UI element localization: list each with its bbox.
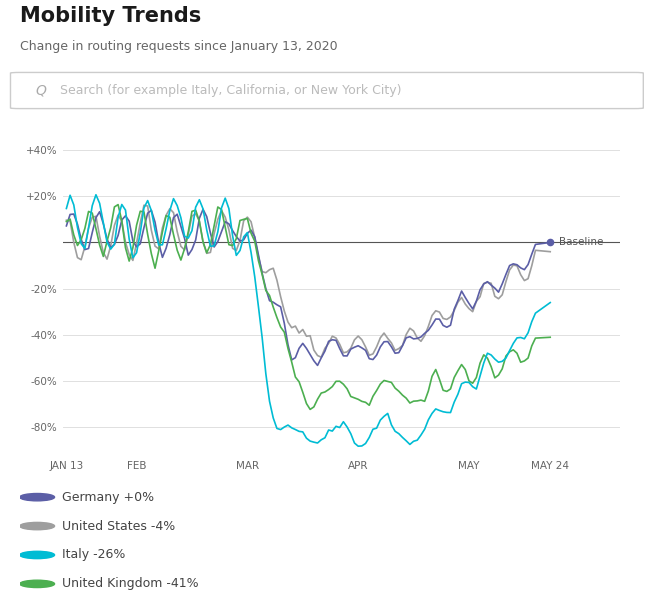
Text: Mobility Trends: Mobility Trends <box>20 6 201 26</box>
Text: Search (for example Italy, California, or New York City): Search (for example Italy, California, o… <box>60 84 402 97</box>
Text: United Kingdom -41%: United Kingdom -41% <box>62 577 199 590</box>
Circle shape <box>20 580 55 588</box>
Point <box>545 238 556 247</box>
Text: Change in routing requests since January 13, 2020: Change in routing requests since January… <box>20 40 337 53</box>
Circle shape <box>20 494 55 501</box>
Text: Baseline: Baseline <box>560 238 604 247</box>
Circle shape <box>20 522 55 530</box>
FancyBboxPatch shape <box>11 73 643 109</box>
Text: Germany +0%: Germany +0% <box>62 491 154 503</box>
Text: Q: Q <box>36 83 46 97</box>
Text: United States -4%: United States -4% <box>62 519 176 533</box>
Text: Italy -26%: Italy -26% <box>62 549 125 562</box>
Circle shape <box>20 551 55 558</box>
